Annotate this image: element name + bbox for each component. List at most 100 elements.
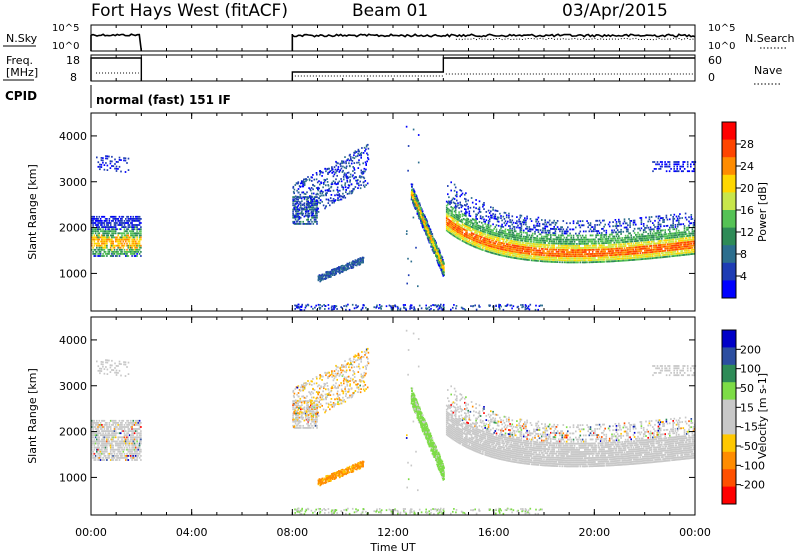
power-cell bbox=[662, 229, 664, 231]
power-cell bbox=[121, 220, 123, 222]
power-cell bbox=[331, 166, 333, 168]
power-cell bbox=[303, 186, 305, 188]
power-cell bbox=[644, 229, 646, 231]
power-cell bbox=[568, 235, 570, 237]
power-cell bbox=[108, 156, 110, 158]
power-cell bbox=[659, 253, 661, 255]
power-cell bbox=[597, 220, 599, 222]
power-cell bbox=[599, 220, 601, 222]
power-cell bbox=[614, 229, 616, 231]
power-cell bbox=[450, 190, 452, 192]
power-cell bbox=[475, 207, 477, 209]
power-cell bbox=[567, 249, 569, 251]
power-cell bbox=[592, 235, 594, 237]
power-cell bbox=[414, 201, 416, 203]
power-cell bbox=[641, 242, 643, 244]
power-cell bbox=[484, 233, 486, 235]
power-cell bbox=[594, 228, 596, 230]
power-cell bbox=[599, 249, 601, 251]
power-cell bbox=[556, 228, 558, 230]
power-cell bbox=[433, 242, 435, 244]
power-cell bbox=[316, 196, 318, 198]
power-cell bbox=[98, 161, 100, 163]
power-cell bbox=[465, 192, 467, 194]
power-cell bbox=[632, 241, 634, 243]
power-cell bbox=[473, 233, 475, 235]
power-cell bbox=[558, 234, 560, 236]
power-cell bbox=[645, 227, 647, 229]
power-cell bbox=[363, 152, 365, 154]
power-cell bbox=[543, 238, 545, 240]
power-cell bbox=[576, 243, 578, 245]
power-cell bbox=[425, 227, 427, 229]
power-cell bbox=[304, 216, 306, 218]
power-cell bbox=[311, 193, 313, 195]
power-cell bbox=[630, 255, 632, 257]
power-cell bbox=[522, 250, 524, 252]
power-cell bbox=[480, 211, 482, 213]
power-cell bbox=[510, 221, 512, 223]
power-cell bbox=[556, 241, 558, 243]
power-cell bbox=[493, 238, 495, 240]
power-cell bbox=[115, 216, 117, 218]
power-cell bbox=[136, 239, 138, 241]
power-cell bbox=[630, 243, 632, 245]
power-cell bbox=[521, 235, 523, 237]
power-cell bbox=[455, 203, 457, 205]
power-cell bbox=[354, 162, 356, 164]
power-cell bbox=[544, 230, 546, 232]
power-cell bbox=[499, 240, 501, 242]
power-cell bbox=[609, 226, 611, 228]
power-cell bbox=[653, 237, 655, 239]
power-cell bbox=[539, 225, 541, 227]
power-cell bbox=[537, 237, 539, 239]
power-cell bbox=[499, 238, 501, 240]
power-cell bbox=[514, 226, 516, 228]
power-cell bbox=[619, 221, 621, 223]
power-cell bbox=[310, 209, 312, 211]
power-cell bbox=[506, 223, 508, 225]
power-cell bbox=[544, 242, 546, 244]
freq-line bbox=[292, 58, 695, 81]
power-cell bbox=[516, 255, 518, 257]
power-cell bbox=[433, 239, 435, 241]
power-cell bbox=[526, 228, 528, 230]
power-cell bbox=[647, 233, 649, 235]
power-cell bbox=[569, 222, 571, 224]
power-cell bbox=[553, 241, 555, 243]
power-cell bbox=[462, 222, 464, 224]
power-cell bbox=[330, 170, 332, 172]
power-cell bbox=[351, 190, 353, 192]
power-cell bbox=[448, 196, 450, 198]
power-cell bbox=[516, 216, 518, 218]
power-cell bbox=[139, 216, 141, 218]
power-cell bbox=[352, 174, 354, 176]
power-cell bbox=[119, 159, 121, 161]
power-cell bbox=[434, 242, 436, 244]
power-cell bbox=[355, 176, 357, 178]
power-cell bbox=[462, 232, 464, 234]
power-cell bbox=[350, 158, 352, 160]
power-cell bbox=[362, 162, 364, 164]
power-cell bbox=[96, 157, 98, 159]
power-cell bbox=[345, 167, 347, 169]
power-cell bbox=[508, 215, 510, 217]
power-cell bbox=[507, 239, 509, 241]
power-cell bbox=[117, 218, 119, 220]
power-cell bbox=[609, 221, 611, 223]
power-cell bbox=[461, 211, 463, 213]
power-cell bbox=[653, 230, 655, 232]
power-cell bbox=[546, 232, 548, 234]
power-cell bbox=[471, 230, 473, 232]
power-cell bbox=[520, 221, 522, 223]
power-cell bbox=[585, 259, 587, 261]
power-cell bbox=[534, 227, 536, 229]
nave-tick-low: 0 bbox=[708, 71, 715, 84]
power-cell bbox=[547, 240, 549, 242]
power-cell bbox=[116, 237, 118, 239]
power-cell bbox=[592, 226, 594, 228]
power-cell bbox=[121, 249, 123, 251]
power-cell bbox=[529, 226, 531, 228]
power-cell bbox=[365, 184, 367, 186]
